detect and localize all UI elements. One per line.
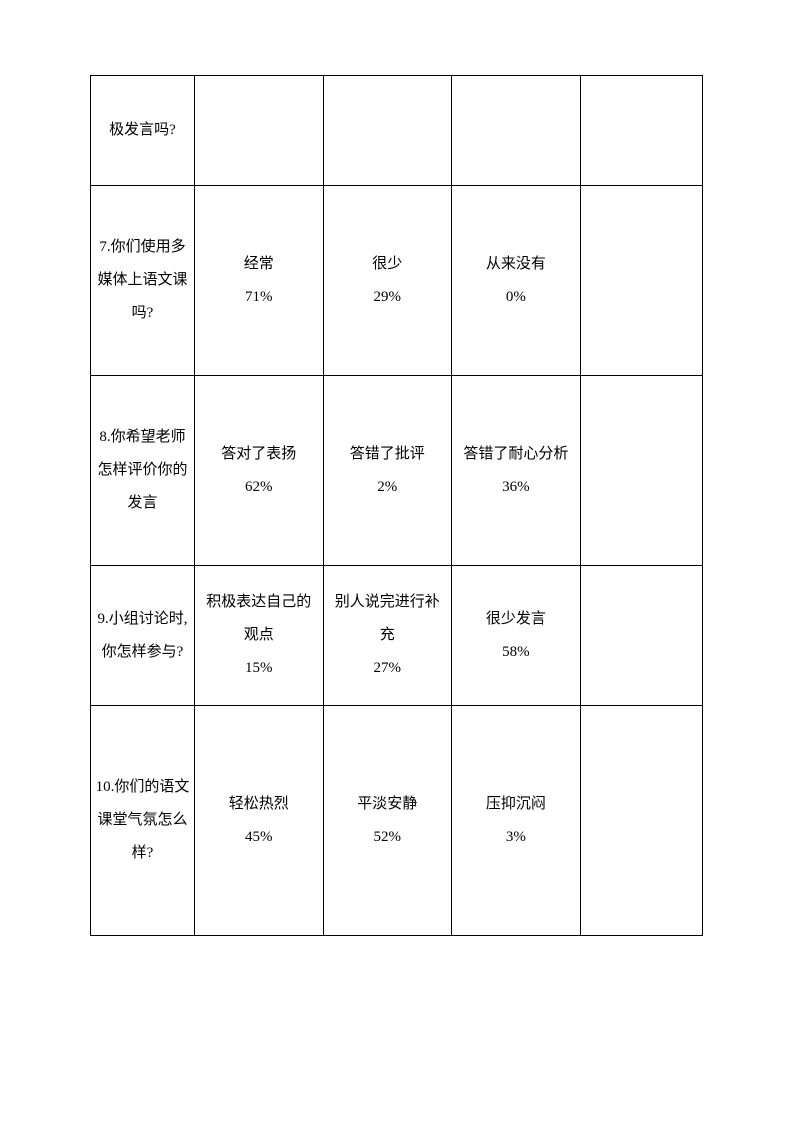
option-cell: 答对了表扬62% <box>195 376 324 566</box>
option-value: 0% <box>456 281 576 314</box>
option-label: 答错了批评 <box>328 438 448 471</box>
question-cell: 极发言吗? <box>91 76 195 186</box>
question-text: 极发言吗? <box>95 114 190 147</box>
option-cell: 压抑沉闷3% <box>452 706 581 936</box>
option-label: 答错了耐心分析 <box>456 438 576 471</box>
option-cell: 轻松热烈45% <box>195 706 324 936</box>
option-value: 62% <box>199 471 319 504</box>
option-cell: 别人说完进行补充27% <box>323 566 452 706</box>
option-cell: 平淡安静52% <box>323 706 452 936</box>
option-cell <box>452 76 581 186</box>
option-cell: 很少发言58% <box>452 566 581 706</box>
option-cell <box>580 186 702 376</box>
option-label: 别人说完进行补充 <box>328 586 448 652</box>
option-label: 轻松热烈 <box>199 788 319 821</box>
option-cell: 经常71% <box>195 186 324 376</box>
option-label: 积极表达自己的观点 <box>199 586 319 652</box>
option-cell: 答错了耐心分析36% <box>452 376 581 566</box>
option-label: 压抑沉闷 <box>456 788 576 821</box>
option-label: 答对了表扬 <box>199 438 319 471</box>
table-row: 10.你们的语文课堂气氛怎么样? 轻松热烈45% 平淡安静52% 压抑沉闷3% <box>91 706 703 936</box>
table-row: 7.你们使用多媒体上语文课吗? 经常71% 很少29% 从来没有0% <box>91 186 703 376</box>
option-cell <box>195 76 324 186</box>
option-value: 52% <box>328 821 448 854</box>
option-value: 29% <box>328 281 448 314</box>
option-value: 27% <box>328 652 448 685</box>
option-cell: 积极表达自己的观点15% <box>195 566 324 706</box>
question-text: 8.你希望老师怎样评价你的发言 <box>95 421 190 520</box>
option-cell: 很少29% <box>323 186 452 376</box>
question-text: 9.小组讨论时,你怎样参与? <box>95 603 190 669</box>
option-value: 45% <box>199 821 319 854</box>
option-value: 71% <box>199 281 319 314</box>
option-value: 2% <box>328 471 448 504</box>
question-text: 10.你们的语文课堂气氛怎么样? <box>95 771 190 870</box>
table-row: 8.你希望老师怎样评价你的发言 答对了表扬62% 答错了批评2% 答错了耐心分析… <box>91 376 703 566</box>
option-value: 36% <box>456 471 576 504</box>
option-label: 平淡安静 <box>328 788 448 821</box>
option-label: 很少 <box>328 248 448 281</box>
option-cell: 从来没有0% <box>452 186 581 376</box>
table-row: 极发言吗? <box>91 76 703 186</box>
option-label: 从来没有 <box>456 248 576 281</box>
option-cell <box>580 706 702 936</box>
option-value: 15% <box>199 652 319 685</box>
option-cell <box>580 76 702 186</box>
question-cell: 9.小组讨论时,你怎样参与? <box>91 566 195 706</box>
question-cell: 7.你们使用多媒体上语文课吗? <box>91 186 195 376</box>
question-text: 7.你们使用多媒体上语文课吗? <box>95 231 190 330</box>
question-cell: 10.你们的语文课堂气氛怎么样? <box>91 706 195 936</box>
option-label: 经常 <box>199 248 319 281</box>
option-value: 3% <box>456 821 576 854</box>
option-cell: 答错了批评2% <box>323 376 452 566</box>
question-cell: 8.你希望老师怎样评价你的发言 <box>91 376 195 566</box>
option-cell <box>580 376 702 566</box>
table-row: 9.小组讨论时,你怎样参与? 积极表达自己的观点15% 别人说完进行补充27% … <box>91 566 703 706</box>
option-label: 很少发言 <box>456 603 576 636</box>
option-value: 58% <box>456 636 576 669</box>
option-cell <box>580 566 702 706</box>
survey-table: 极发言吗? 7.你们使用多媒体上语文课吗? 经常71% 很少29% 从来没有0%… <box>90 75 703 936</box>
option-cell <box>323 76 452 186</box>
